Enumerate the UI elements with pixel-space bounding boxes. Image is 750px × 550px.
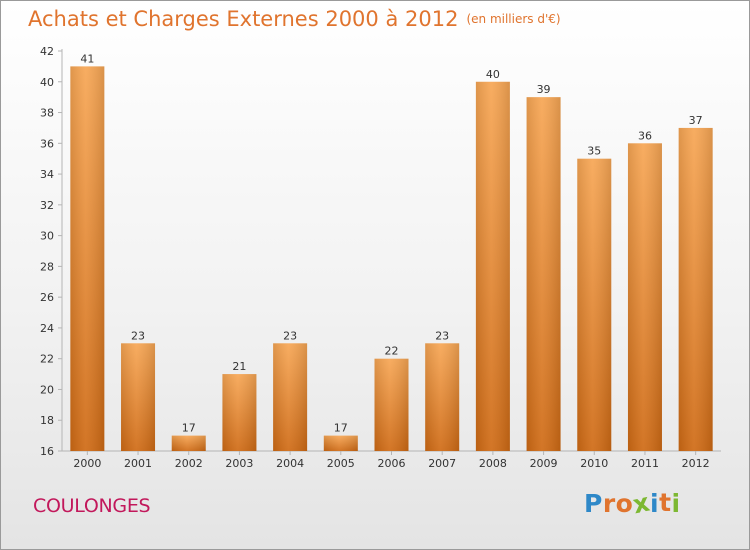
- commune-name: COULONGES: [33, 495, 151, 517]
- data-label: 23: [283, 329, 297, 342]
- y-tick-label: 22: [40, 353, 54, 366]
- x-tick-label: 2010: [580, 457, 608, 470]
- x-tick-label: 2001: [124, 457, 152, 470]
- data-label: 23: [435, 329, 449, 342]
- logo-letter: r: [602, 489, 616, 518]
- data-label: 21: [232, 360, 246, 373]
- x-tick-label: 2006: [378, 457, 406, 470]
- data-label: 23: [131, 329, 145, 342]
- bar-shade: [323, 435, 358, 451]
- bar-shade: [425, 343, 460, 451]
- logo-letter: o: [615, 489, 634, 518]
- x-tick-label: 2012: [682, 457, 710, 470]
- x-tick-label: 2011: [631, 457, 659, 470]
- bar-shade: [577, 158, 612, 451]
- x-tick-label: 2008: [479, 457, 507, 470]
- bar-shade: [475, 81, 510, 452]
- y-tick-label: 20: [40, 383, 54, 396]
- x-tick-label: 2005: [327, 457, 355, 470]
- data-label: 39: [537, 83, 551, 96]
- chart-unit: (en milliers d'€): [466, 12, 561, 26]
- y-tick-label: 30: [40, 230, 54, 243]
- y-tick-label: 32: [40, 199, 54, 212]
- logo-letter: i: [650, 489, 660, 518]
- y-tick-label: 34: [40, 168, 54, 181]
- y-tick-label: 24: [40, 322, 54, 335]
- data-label: 37: [689, 114, 703, 127]
- x-tick-label: 2002: [175, 457, 203, 470]
- data-label: 36: [638, 129, 652, 142]
- data-label: 35: [587, 145, 601, 158]
- data-label: 17: [334, 422, 348, 435]
- data-label: 17: [182, 422, 196, 435]
- proxiti-logo[interactable]: Proxiti: [584, 488, 681, 520]
- bar-shade: [678, 127, 713, 451]
- bar-shade: [121, 343, 156, 451]
- bar-shade: [222, 374, 257, 451]
- bar-shade: [273, 343, 308, 451]
- y-tick-label: 18: [40, 414, 54, 427]
- bar-shade: [70, 66, 105, 451]
- x-tick-label: 2004: [276, 457, 304, 470]
- bar-shade: [374, 358, 409, 451]
- y-tick-label: 40: [40, 76, 54, 89]
- data-label: 22: [385, 345, 399, 358]
- x-tick-label: 2000: [73, 457, 101, 470]
- y-tick-label: 16: [40, 445, 54, 458]
- x-tick-label: 2007: [428, 457, 456, 470]
- bar-shade: [171, 435, 206, 451]
- x-tick-label: 2003: [225, 457, 253, 470]
- data-label: 41: [80, 52, 94, 65]
- chart-title-text: Achats et Charges Externes 2000 à 2012: [28, 7, 459, 31]
- bar-shade: [627, 143, 662, 452]
- chart-title: Achats et Charges Externes 2000 à 2012 (e…: [28, 7, 561, 31]
- logo-letter: i: [671, 489, 681, 518]
- data-label: 40: [486, 68, 500, 81]
- y-tick-label: 26: [40, 291, 54, 304]
- y-tick-label: 38: [40, 107, 54, 120]
- y-tick-label: 42: [40, 45, 54, 58]
- bar-shade: [526, 97, 561, 452]
- logo-letter: P: [584, 489, 603, 518]
- logo-letter: t: [659, 488, 672, 517]
- y-tick-label: 28: [40, 260, 54, 273]
- y-tick-label: 36: [40, 137, 54, 150]
- x-tick-label: 2009: [530, 457, 558, 470]
